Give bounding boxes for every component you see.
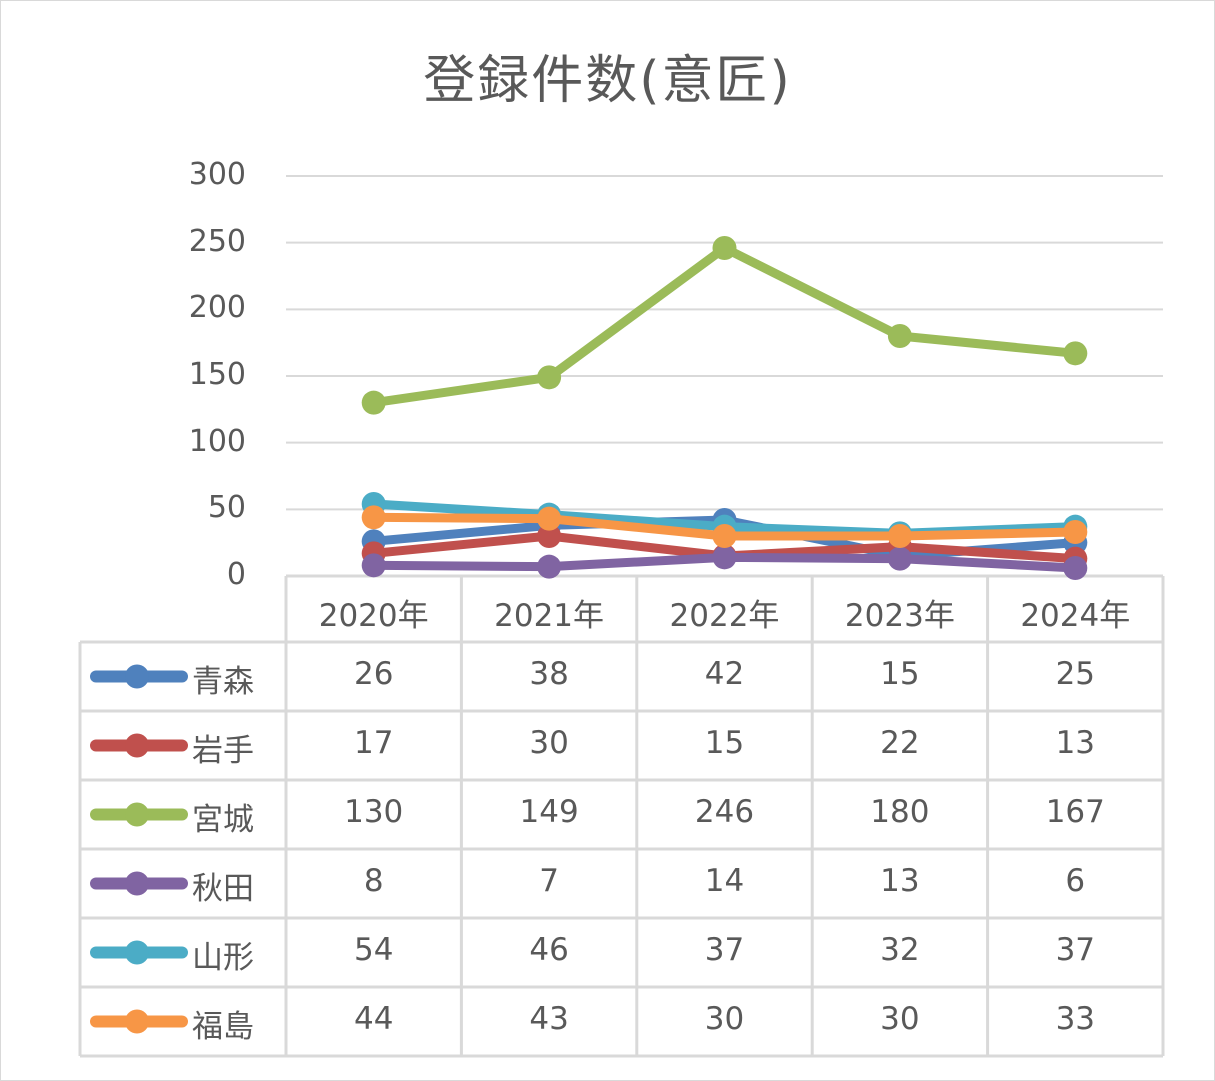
data-point-marker xyxy=(1063,341,1088,366)
table-cell: 13 xyxy=(1055,724,1096,761)
y-tick-label: 100 xyxy=(188,423,246,459)
table-cell: 167 xyxy=(1045,793,1105,830)
table-cell: 37 xyxy=(704,931,745,968)
legend-marker-icon xyxy=(125,940,149,965)
table-cell: 25 xyxy=(1055,655,1096,692)
x-category-label: 2021年 xyxy=(494,598,605,634)
data-point-marker xyxy=(1063,520,1088,544)
table-cell: 15 xyxy=(880,655,920,692)
y-tick-label: 250 xyxy=(188,223,246,259)
legend-marker-icon xyxy=(125,733,149,758)
table-cell: 149 xyxy=(519,793,579,830)
table-cell: 54 xyxy=(353,931,394,968)
data-point-marker xyxy=(712,545,737,570)
data-point-marker xyxy=(537,554,562,579)
x-category-label: 2023年 xyxy=(844,598,955,634)
table-cell: 130 xyxy=(344,793,404,830)
table-cell: 180 xyxy=(870,793,930,830)
legend-marker-icon xyxy=(125,802,149,827)
legend-marker-icon xyxy=(125,1009,149,1034)
data-point-marker xyxy=(537,365,562,390)
y-tick-label: 150 xyxy=(188,357,246,392)
data-point-marker xyxy=(712,524,737,548)
table-cell: 6 xyxy=(1065,862,1086,899)
table-cell: 17 xyxy=(353,724,394,761)
data-point-marker xyxy=(887,524,912,548)
data-point-marker xyxy=(361,390,386,415)
table-cell: 46 xyxy=(529,931,569,968)
data-point-marker xyxy=(712,236,737,260)
data-point-marker xyxy=(361,505,386,530)
table-cell: 44 xyxy=(353,1000,394,1037)
table-cell: 37 xyxy=(1055,931,1096,968)
y-tick-label: 200 xyxy=(188,290,246,326)
legend-marker-icon xyxy=(125,871,149,896)
data-point-marker xyxy=(887,546,912,571)
legend-label: 岩手 xyxy=(192,732,254,769)
legend-label: 青森 xyxy=(192,663,254,700)
table-cell: 22 xyxy=(880,724,920,761)
y-tick-label: 0 xyxy=(226,557,246,592)
table-cell: 13 xyxy=(880,862,920,899)
series-line xyxy=(369,243,1080,408)
legend-label: 山形 xyxy=(192,939,254,976)
data-point-marker xyxy=(537,506,562,531)
table-cell: 38 xyxy=(529,655,569,692)
table-cell: 14 xyxy=(704,862,745,899)
chart-title: 登録件数(意匠) xyxy=(423,51,792,111)
data-point-marker xyxy=(1063,556,1088,580)
data-point-marker xyxy=(361,553,386,578)
legend-label: 宮城 xyxy=(192,801,254,838)
legend-marker-icon xyxy=(125,664,149,689)
table-cell: 30 xyxy=(529,724,569,761)
legend-label: 秋田 xyxy=(192,870,254,907)
table-cell: 8 xyxy=(363,862,384,899)
table-cell: 7 xyxy=(539,862,559,899)
data-point-marker xyxy=(537,524,562,548)
table-cell: 33 xyxy=(1055,1000,1096,1037)
y-tick-label: 300 xyxy=(188,157,246,192)
table-cell: 246 xyxy=(694,793,755,830)
x-category-label: 2022年 xyxy=(669,598,780,634)
x-category-label: 2020年 xyxy=(318,598,429,634)
table-cell: 26 xyxy=(353,655,394,692)
y-tick-label: 50 xyxy=(207,490,246,526)
legend-label: 福島 xyxy=(192,1008,254,1045)
table-cell: 43 xyxy=(529,1000,569,1037)
table-cell: 32 xyxy=(880,931,920,968)
table-cell: 15 xyxy=(704,724,745,761)
table-cell: 42 xyxy=(704,655,745,692)
x-category-label: 2024年 xyxy=(1020,598,1131,634)
data-point-marker xyxy=(887,324,912,348)
table-cell: 30 xyxy=(880,1000,920,1037)
table-cell: 30 xyxy=(704,1000,745,1037)
